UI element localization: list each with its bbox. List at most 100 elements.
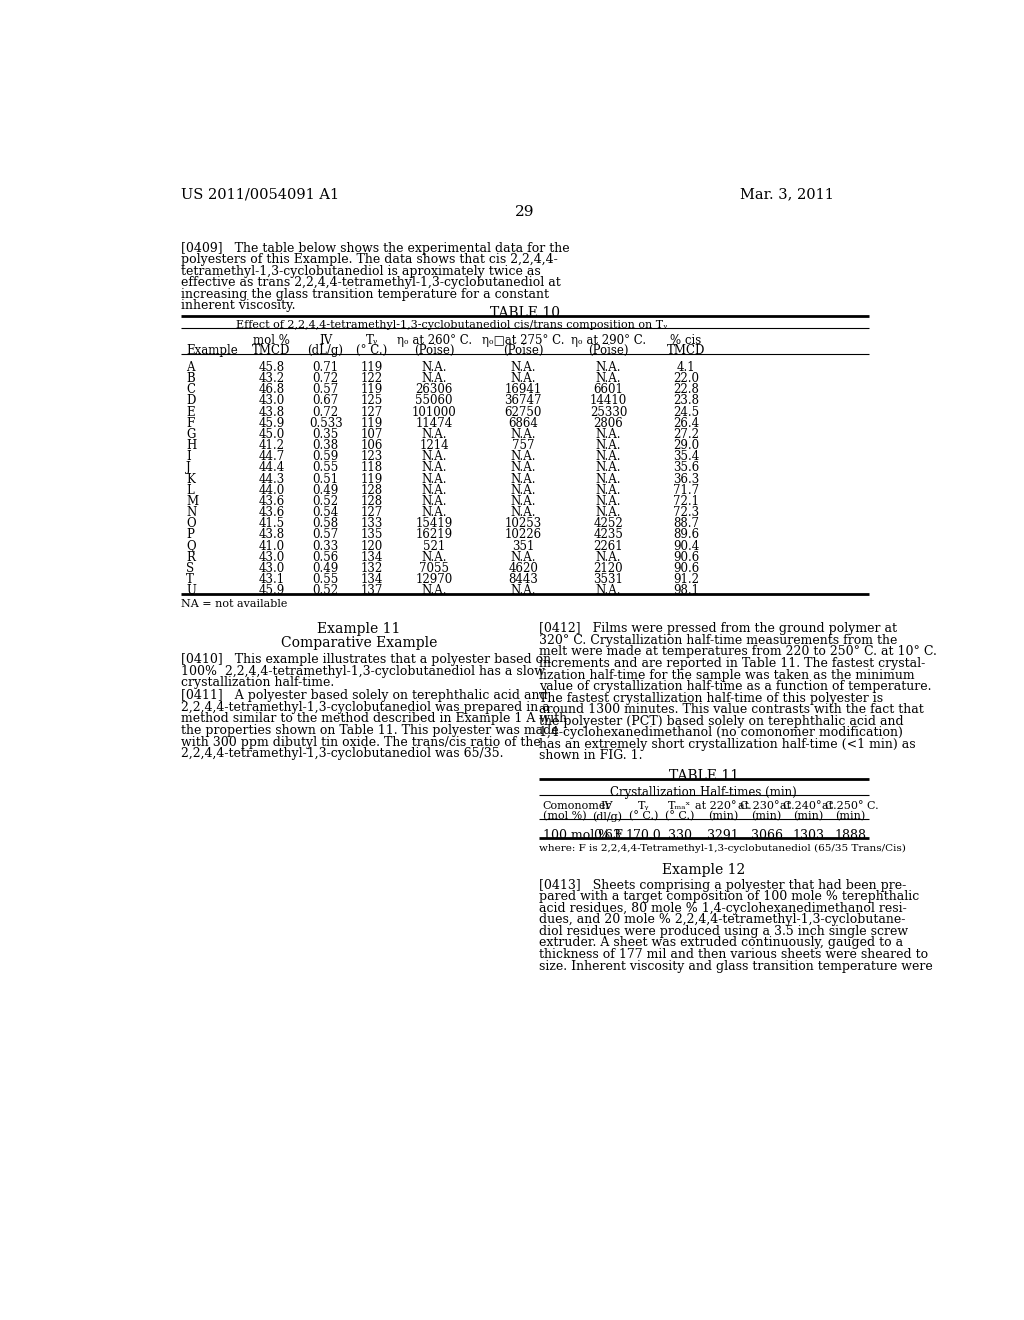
- Text: 25330: 25330: [590, 405, 627, 418]
- Text: shown in FIG. 1.: shown in FIG. 1.: [539, 750, 642, 763]
- Text: 90.6: 90.6: [673, 550, 699, 564]
- Text: IV: IV: [601, 801, 613, 810]
- Text: 118: 118: [361, 462, 383, 474]
- Text: 1303: 1303: [793, 829, 824, 842]
- Text: 0.71: 0.71: [312, 360, 339, 374]
- Text: J: J: [186, 462, 190, 474]
- Text: thickness of 177 mil and then various sheets were sheared to: thickness of 177 mil and then various sh…: [539, 948, 928, 961]
- Text: N.A.: N.A.: [511, 495, 536, 508]
- Text: 120: 120: [361, 540, 383, 553]
- Text: crystallization half-time.: crystallization half-time.: [180, 676, 334, 689]
- Text: extruder. A sheet was extruded continuously, gauged to a: extruder. A sheet was extruded continuou…: [539, 936, 903, 949]
- Text: N.A.: N.A.: [421, 473, 446, 486]
- Text: 757: 757: [512, 440, 535, 451]
- Text: N.A.: N.A.: [511, 462, 536, 474]
- Text: 0.533: 0.533: [309, 417, 342, 430]
- Text: 43.0: 43.0: [258, 395, 285, 408]
- Text: 41.5: 41.5: [258, 517, 285, 531]
- Text: N.A.: N.A.: [421, 506, 446, 519]
- Text: Example 12: Example 12: [663, 863, 745, 878]
- Text: The fastest crystallization half-time of this polyester is: The fastest crystallization half-time of…: [539, 692, 883, 705]
- Text: U: U: [186, 585, 196, 597]
- Text: the properties shown on Table 11. This polyester was made: the properties shown on Table 11. This p…: [180, 723, 558, 737]
- Text: N.A.: N.A.: [596, 440, 622, 451]
- Text: ηₒ at 260° C.: ηₒ at 260° C.: [396, 334, 472, 347]
- Text: 0.49: 0.49: [312, 562, 339, 576]
- Text: 119: 119: [361, 360, 383, 374]
- Text: dues, and 20 mole % 2,2,4,4-tetramethyl-1,3-cyclobutane-: dues, and 20 mole % 2,2,4,4-tetramethyl-…: [539, 913, 905, 927]
- Text: 43.8: 43.8: [258, 405, 285, 418]
- Text: N.A.: N.A.: [421, 550, 446, 564]
- Text: 0.59: 0.59: [312, 450, 339, 463]
- Text: 2261: 2261: [594, 540, 624, 553]
- Text: 27.2: 27.2: [673, 428, 699, 441]
- Text: 43.6: 43.6: [258, 495, 285, 508]
- Text: 127: 127: [361, 506, 383, 519]
- Text: N.A.: N.A.: [421, 428, 446, 441]
- Text: 43.0: 43.0: [258, 562, 285, 576]
- Text: at 230° C.: at 230° C.: [738, 801, 795, 810]
- Text: 170.0: 170.0: [626, 829, 662, 842]
- Text: N.A.: N.A.: [511, 372, 536, 385]
- Text: Tᵧ: Tᵧ: [366, 334, 378, 347]
- Text: 44.7: 44.7: [258, 450, 285, 463]
- Text: 44.0: 44.0: [258, 483, 285, 496]
- Text: 35.6: 35.6: [673, 462, 699, 474]
- Text: 8443: 8443: [508, 573, 539, 586]
- Text: tetramethyl-1,3-cyclobutanediol is aproximately twice as: tetramethyl-1,3-cyclobutanediol is aprox…: [180, 264, 541, 277]
- Text: 1,4-cyclohexanedimethanol (no comonomer modification): 1,4-cyclohexanedimethanol (no comonomer …: [539, 726, 902, 739]
- Text: 55060: 55060: [416, 395, 453, 408]
- Text: increments and are reported in Table 11. The fastest crystal-: increments and are reported in Table 11.…: [539, 657, 925, 671]
- Text: [0409]   The table below shows the experimental data for the: [0409] The table below shows the experim…: [180, 242, 569, 255]
- Text: polyesters of this Example. The data shows that cis 2,2,4,4-: polyesters of this Example. The data sho…: [180, 253, 557, 267]
- Text: B: B: [186, 372, 195, 385]
- Text: 3291: 3291: [708, 829, 739, 842]
- Text: N.A.: N.A.: [596, 585, 622, 597]
- Text: A: A: [186, 360, 195, 374]
- Text: 44.4: 44.4: [258, 462, 285, 474]
- Text: (min): (min): [708, 810, 738, 821]
- Text: mol %: mol %: [253, 334, 290, 347]
- Text: 24.5: 24.5: [673, 405, 699, 418]
- Text: 29.0: 29.0: [673, 440, 699, 451]
- Text: (Poise): (Poise): [503, 345, 544, 356]
- Text: I: I: [186, 450, 190, 463]
- Text: 26.4: 26.4: [673, 417, 699, 430]
- Text: 100 mol % F: 100 mol % F: [543, 829, 623, 842]
- Text: 0.56: 0.56: [312, 550, 339, 564]
- Text: effective as trans 2,2,4,4-tetramethyl-1,3-cyclobutanediol at: effective as trans 2,2,4,4-tetramethyl-1…: [180, 276, 560, 289]
- Text: (° C.): (° C.): [666, 810, 694, 821]
- Text: N.A.: N.A.: [596, 550, 622, 564]
- Text: 122: 122: [361, 372, 383, 385]
- Text: S: S: [186, 562, 195, 576]
- Text: Comonomer: Comonomer: [543, 801, 611, 810]
- Text: lization half-time for the sample was taken as the minimum: lization half-time for the sample was ta…: [539, 668, 914, 681]
- Text: H: H: [186, 440, 197, 451]
- Text: 6864: 6864: [508, 417, 539, 430]
- Text: N.A.: N.A.: [596, 450, 622, 463]
- Text: 36747: 36747: [505, 395, 542, 408]
- Text: C: C: [186, 383, 196, 396]
- Text: 320° C. Crystallization half-time measurements from the: 320° C. Crystallization half-time measur…: [539, 634, 897, 647]
- Text: N.A.: N.A.: [421, 360, 446, 374]
- Text: 0.67: 0.67: [312, 395, 339, 408]
- Text: M: M: [186, 495, 199, 508]
- Text: 107: 107: [360, 428, 383, 441]
- Text: the polyester (PCT) based solely on terephthalic acid and: the polyester (PCT) based solely on tere…: [539, 714, 903, 727]
- Text: E: E: [186, 405, 195, 418]
- Text: R: R: [186, 550, 195, 564]
- Text: 0.35: 0.35: [312, 428, 339, 441]
- Text: 16941: 16941: [505, 383, 542, 396]
- Text: 0.63: 0.63: [593, 829, 621, 842]
- Text: Comparative Example: Comparative Example: [281, 636, 437, 651]
- Text: 0.54: 0.54: [312, 506, 339, 519]
- Text: 45.9: 45.9: [258, 417, 285, 430]
- Text: 106: 106: [360, 440, 383, 451]
- Text: (min): (min): [752, 810, 781, 821]
- Text: 100%  2,2,4,4-tetramethyl-1,3-cyclobutanediol has a slow: 100% 2,2,4,4-tetramethyl-1,3-cyclobutane…: [180, 665, 545, 677]
- Text: [0413]   Sheets comprising a polyester that had been pre-: [0413] Sheets comprising a polyester tha…: [539, 879, 906, 892]
- Text: 89.6: 89.6: [673, 528, 699, 541]
- Text: 7055: 7055: [419, 562, 450, 576]
- Text: [0411]   A polyester based solely on terephthalic acid and: [0411] A polyester based solely on terep…: [180, 689, 547, 702]
- Text: N.A.: N.A.: [596, 495, 622, 508]
